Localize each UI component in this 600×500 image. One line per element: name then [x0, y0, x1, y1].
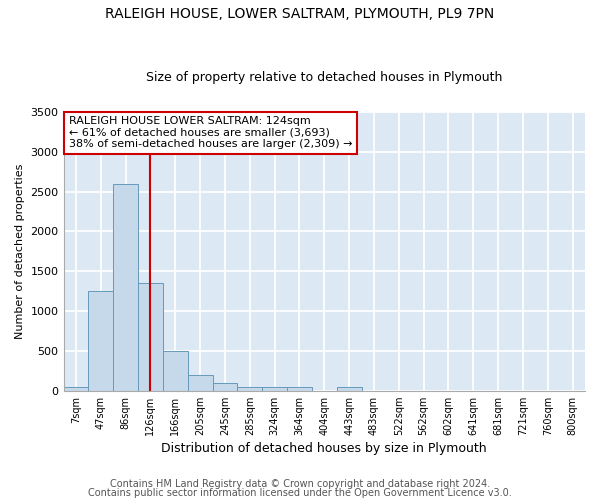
Text: RALEIGH HOUSE, LOWER SALTRAM, PLYMOUTH, PL9 7PN: RALEIGH HOUSE, LOWER SALTRAM, PLYMOUTH, …: [106, 8, 494, 22]
Bar: [337, 386, 362, 390]
Bar: [262, 386, 287, 390]
Bar: [188, 375, 212, 390]
Bar: [238, 386, 262, 390]
Text: Contains HM Land Registry data © Crown copyright and database right 2024.: Contains HM Land Registry data © Crown c…: [110, 479, 490, 489]
Y-axis label: Number of detached properties: Number of detached properties: [15, 164, 25, 339]
Bar: [163, 351, 188, 391]
X-axis label: Distribution of detached houses by size in Plymouth: Distribution of detached houses by size …: [161, 442, 487, 455]
Text: RALEIGH HOUSE LOWER SALTRAM: 124sqm
← 61% of detached houses are smaller (3,693): RALEIGH HOUSE LOWER SALTRAM: 124sqm ← 61…: [69, 116, 352, 150]
Title: Size of property relative to detached houses in Plymouth: Size of property relative to detached ho…: [146, 72, 502, 85]
Bar: [113, 184, 138, 390]
Bar: [138, 283, 163, 391]
Text: Contains public sector information licensed under the Open Government Licence v3: Contains public sector information licen…: [88, 488, 512, 498]
Bar: [64, 386, 88, 390]
Bar: [287, 386, 312, 390]
Bar: [88, 291, 113, 390]
Bar: [212, 382, 238, 390]
